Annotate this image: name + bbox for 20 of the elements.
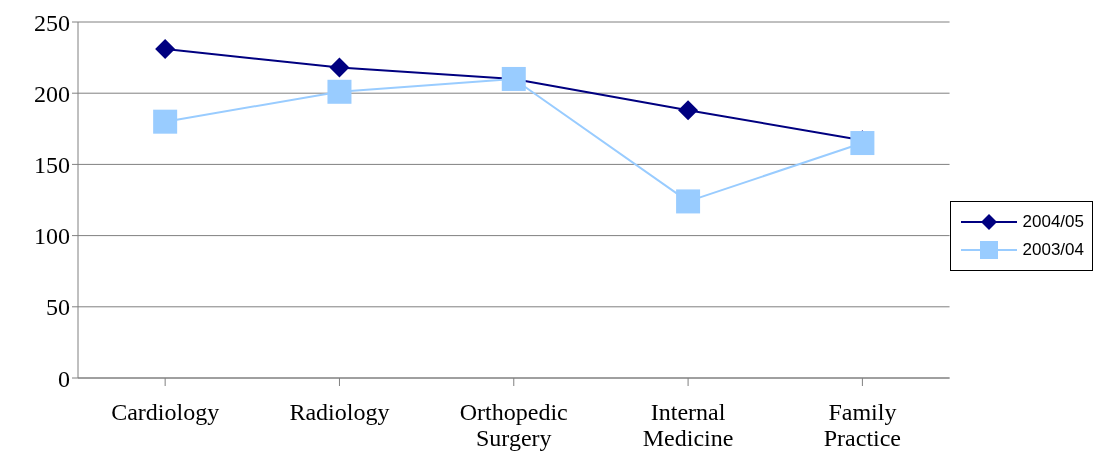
- point: [329, 57, 350, 78]
- point: [850, 131, 875, 156]
- point: [155, 39, 176, 60]
- point: [327, 79, 352, 104]
- y-tick-label: 0: [58, 365, 70, 392]
- x-tick-label: Internal Medicine: [642, 399, 734, 451]
- x-tick-label: Cardiology: [111, 399, 220, 425]
- y-tick-label: 150: [34, 151, 70, 178]
- y-tick-label: 50: [46, 294, 70, 321]
- y-tick-label: 200: [34, 80, 70, 107]
- point: [153, 109, 178, 134]
- x-tick-label: Family Practice: [823, 399, 902, 451]
- y-tick-label: 250: [34, 9, 70, 36]
- x-tick-label: Orthopedic Surgery: [459, 399, 568, 451]
- legend-label: 2003/04: [1022, 239, 1084, 260]
- x-tick-label: Radiology: [289, 399, 390, 425]
- point: [678, 100, 699, 121]
- legend-label: 2004/05: [1022, 211, 1084, 232]
- point: [676, 189, 701, 214]
- y-tick-label: 100: [34, 223, 70, 250]
